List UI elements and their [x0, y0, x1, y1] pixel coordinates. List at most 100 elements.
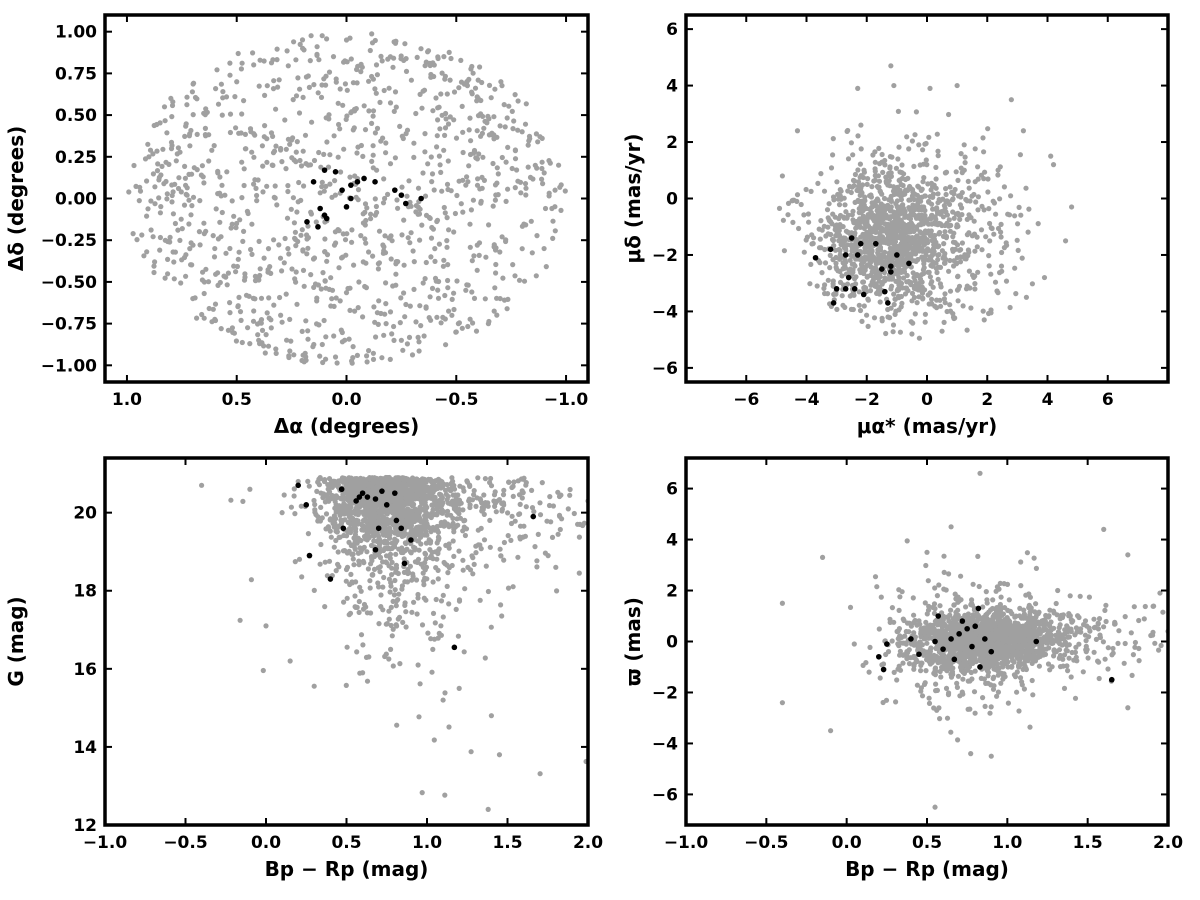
- background-point: [255, 177, 261, 183]
- background-point: [947, 257, 953, 264]
- background-point: [401, 556, 407, 562]
- background-point: [869, 242, 875, 248]
- background-point: [914, 272, 920, 278]
- background-point: [497, 295, 503, 302]
- background-point: [414, 611, 420, 617]
- background-point: [923, 562, 929, 569]
- background-point: [565, 506, 571, 512]
- background-point: [913, 286, 920, 292]
- background-point: [448, 512, 454, 518]
- background-point: [938, 303, 944, 309]
- background-point: [371, 304, 377, 310]
- background-point: [388, 622, 394, 629]
- background-point: [278, 145, 284, 152]
- background-point: [979, 247, 985, 253]
- background-point: [414, 54, 420, 61]
- member-point: [321, 167, 328, 173]
- background-point: [362, 201, 369, 207]
- y-tick-label: 12: [73, 816, 97, 836]
- background-point: [987, 220, 993, 227]
- background-point: [491, 242, 497, 248]
- background-point: [512, 92, 518, 98]
- background-point: [483, 563, 489, 569]
- background-point: [354, 649, 360, 655]
- background-point: [921, 213, 927, 219]
- background-point: [841, 215, 847, 221]
- background-point: [553, 564, 559, 570]
- background-point: [869, 200, 875, 206]
- background-point: [210, 233, 216, 239]
- background-point: [227, 111, 234, 117]
- member-point: [530, 513, 537, 520]
- background-point: [349, 360, 355, 366]
- background-point: [172, 220, 178, 227]
- background-point: [906, 146, 912, 152]
- background-point: [376, 228, 383, 234]
- background-point: [422, 567, 428, 573]
- background-point: [190, 81, 196, 87]
- background-point: [274, 57, 280, 63]
- background-point: [997, 196, 1003, 202]
- background-point: [295, 238, 301, 245]
- y-axis-label: G (mag): [4, 596, 28, 686]
- background-point: [300, 248, 306, 254]
- background-point: [912, 278, 918, 284]
- background-point: [354, 150, 360, 156]
- background-point: [509, 165, 515, 172]
- background-point: [224, 169, 230, 175]
- background-point: [549, 534, 556, 541]
- x-tick-label: −1.0: [544, 390, 589, 410]
- background-point: [391, 480, 397, 486]
- background-point: [236, 249, 242, 255]
- background-point: [296, 110, 303, 116]
- background-point: [392, 577, 398, 584]
- background-point: [144, 213, 150, 219]
- background-point: [444, 181, 451, 187]
- background-point: [441, 147, 447, 153]
- background-point: [490, 160, 496, 167]
- background-point: [488, 475, 494, 482]
- background-point: [452, 210, 458, 217]
- background-point: [910, 320, 916, 326]
- background-point: [998, 229, 1004, 235]
- background-point: [279, 268, 285, 274]
- background-point: [497, 123, 503, 129]
- background-point: [517, 534, 523, 540]
- background-point: [403, 624, 409, 630]
- background-point: [318, 164, 324, 170]
- background-point: [144, 178, 150, 184]
- member-point: [848, 235, 855, 241]
- background-point: [849, 212, 855, 218]
- background-point: [495, 171, 501, 177]
- background-point: [303, 161, 309, 167]
- background-point: [817, 236, 823, 242]
- background-point: [850, 177, 857, 183]
- background-point: [422, 506, 428, 512]
- background-point: [892, 215, 898, 221]
- background-point: [877, 161, 883, 167]
- background-point: [377, 564, 383, 570]
- background-point: [461, 81, 467, 87]
- background-point: [858, 146, 864, 152]
- background-point: [311, 587, 317, 594]
- background-point: [353, 526, 359, 532]
- background-point: [431, 73, 437, 80]
- background-point: [937, 281, 944, 287]
- background-point: [178, 216, 184, 222]
- background-point: [425, 161, 431, 167]
- background-point: [959, 240, 966, 246]
- background-point: [899, 285, 906, 291]
- background-point: [576, 534, 583, 540]
- background-point: [300, 148, 306, 154]
- background-point: [470, 320, 476, 326]
- background-point: [826, 201, 832, 207]
- background-point: [975, 207, 981, 213]
- background-point: [887, 164, 893, 170]
- background-point: [442, 690, 448, 696]
- background-point: [473, 503, 479, 509]
- background-point: [509, 513, 515, 519]
- background-point: [381, 176, 387, 182]
- background-point: [1027, 594, 1033, 600]
- background-point: [438, 509, 444, 516]
